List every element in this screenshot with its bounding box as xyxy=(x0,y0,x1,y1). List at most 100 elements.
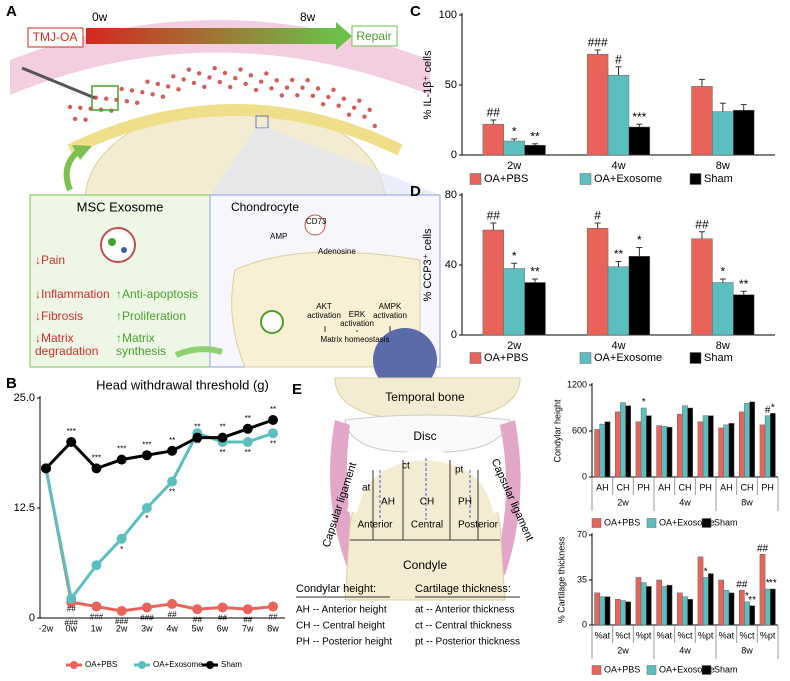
legend-marker xyxy=(206,661,214,669)
bar xyxy=(682,596,688,626)
significance-mark: ## xyxy=(757,544,769,555)
x-tick-label: AH xyxy=(596,482,609,492)
point xyxy=(217,432,228,443)
significance-mark: ** xyxy=(245,414,251,423)
cell-dot xyxy=(336,103,341,108)
y-tick-label: 50 xyxy=(445,79,457,91)
cell-dot xyxy=(83,117,88,122)
point xyxy=(91,463,102,474)
cell-dot xyxy=(305,78,310,83)
bar xyxy=(733,109,755,156)
effect: ↑Proliferation xyxy=(116,309,187,323)
legend-swatch xyxy=(689,352,702,364)
ligament xyxy=(330,420,362,575)
cartilage xyxy=(347,449,503,514)
cell-dot xyxy=(284,85,290,90)
key-item: pt -- Posterior thickness xyxy=(415,637,520,648)
cell-dot xyxy=(243,81,248,87)
cell-dot xyxy=(191,80,197,86)
series-line xyxy=(44,431,274,603)
bar xyxy=(728,592,735,626)
cell-dot xyxy=(207,75,212,80)
y-tick-label: 0 xyxy=(582,619,587,629)
significance-mark: ** xyxy=(270,439,276,448)
point xyxy=(268,428,278,439)
legend-label: OA+PBS xyxy=(604,517,640,527)
significance-mark: ### xyxy=(90,613,104,622)
bar xyxy=(635,577,642,626)
significance-mark: * xyxy=(745,591,749,602)
significance-mark: ## xyxy=(487,209,501,223)
measure-label: CH xyxy=(420,497,434,508)
bar xyxy=(759,424,766,478)
significance-mark: ** xyxy=(169,436,175,445)
significance-mark: * xyxy=(512,249,517,263)
significance-mark: ** xyxy=(748,595,756,606)
cell-dot xyxy=(362,114,367,119)
effect: ↑Anti-apoptosis xyxy=(116,287,199,301)
bar xyxy=(739,411,745,478)
bar xyxy=(697,556,704,626)
disc xyxy=(344,414,511,453)
bar xyxy=(723,590,730,626)
significance-mark: ** xyxy=(739,277,749,291)
region-label: Anterior xyxy=(357,520,393,531)
x-tick-label: 2w xyxy=(507,160,521,172)
cell-dot xyxy=(274,78,279,83)
x-tick-label: 7w xyxy=(242,623,254,633)
y-tick-label: 12.5 xyxy=(14,502,35,514)
bar xyxy=(677,592,683,626)
y-tick-label: 600 xyxy=(572,425,587,435)
timeline-start-box xyxy=(27,27,84,48)
point xyxy=(167,476,178,487)
exosome-icon xyxy=(100,227,136,263)
cell-dot xyxy=(217,79,223,85)
x-tick-label: %ct xyxy=(739,630,755,640)
bar xyxy=(687,599,693,626)
bar xyxy=(640,582,647,626)
y-tick-label: 80 xyxy=(445,189,457,201)
y-tick-label: 0 xyxy=(29,612,35,624)
cell-dot xyxy=(331,87,336,93)
cell-dot xyxy=(295,93,300,98)
significance-mark: ### xyxy=(65,618,79,627)
zoom-cone xyxy=(210,128,440,195)
key-item: at -- Anterior thickness xyxy=(415,605,514,616)
series-line xyxy=(44,468,274,613)
cell-dot xyxy=(326,94,331,100)
box-title: Chondrocyte xyxy=(231,200,299,214)
legend-label: OA+Exosome xyxy=(594,352,662,364)
x-tick-label: PH xyxy=(637,482,650,492)
point xyxy=(66,593,77,604)
significance-mark: ## xyxy=(487,106,501,120)
panel-letter: C xyxy=(410,3,421,20)
cell-dot xyxy=(103,96,109,101)
significance-mark: *** xyxy=(67,427,76,436)
y-tick-label: 25.0 xyxy=(14,392,35,404)
significance-mark: ** xyxy=(169,488,175,497)
significance-mark: * xyxy=(704,567,708,578)
bar xyxy=(620,402,626,478)
effect: ↑Matrix synthesis xyxy=(116,331,167,358)
bar xyxy=(697,421,704,478)
x-tick-label: 2w xyxy=(116,623,128,633)
cell-dot xyxy=(346,112,352,117)
timeline-end-time: 8w xyxy=(300,10,316,24)
syringe xyxy=(21,66,96,100)
legend-swatch xyxy=(579,352,592,364)
cell-dot xyxy=(134,100,140,106)
x-tick-label: -2w xyxy=(39,623,54,633)
x-tick-label: PH xyxy=(761,482,774,492)
significance-mark: ** xyxy=(245,448,251,457)
cell xyxy=(231,251,421,368)
key-title: Cartilage thickness: xyxy=(415,583,511,595)
x-tick-label: 5w xyxy=(192,623,204,633)
bar xyxy=(594,592,600,626)
legend-label: OA+Exosome xyxy=(659,664,715,674)
cargo xyxy=(121,247,127,253)
point xyxy=(41,463,51,474)
point xyxy=(91,560,102,571)
timeline-end-box xyxy=(351,25,398,47)
cell-dot xyxy=(367,107,372,113)
x-tick-label: 8w xyxy=(716,340,730,352)
